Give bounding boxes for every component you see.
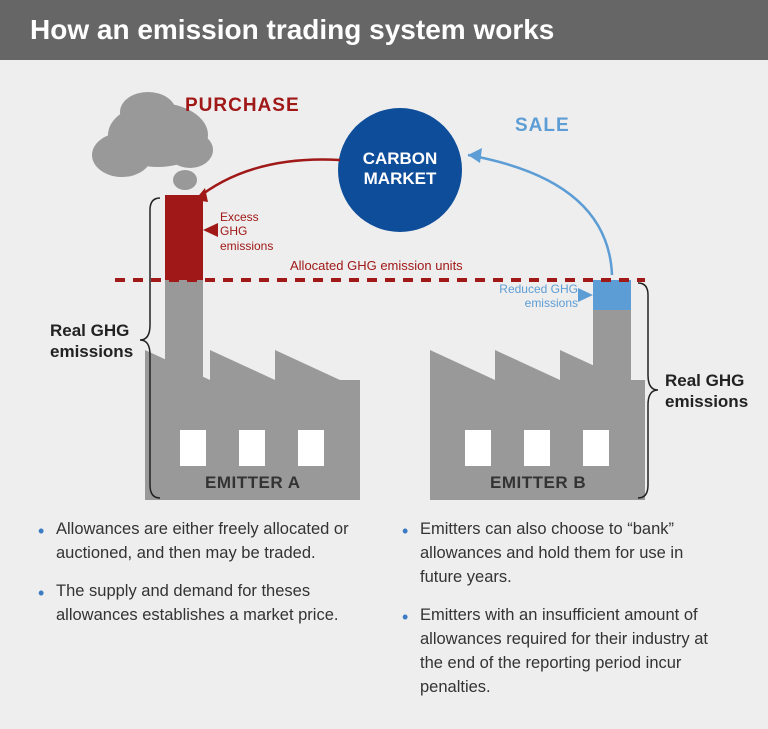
bullet-item: Emitters with an insufficient amount of … — [402, 604, 730, 700]
allocated-label: Allocated GHG emission units — [290, 258, 463, 273]
purchase-label: PURCHASE — [185, 95, 300, 117]
bullet-item: Emitters can also choose to “bank” allow… — [402, 518, 730, 590]
emitter-b-label: EMITTER B — [490, 473, 586, 493]
reduced-arrow-icon — [578, 288, 593, 302]
diagram-svg: CARBON MARKET — [0, 60, 768, 500]
page-header: How an emission trading system works — [0, 0, 768, 60]
factory-b — [430, 280, 645, 500]
reduced-label: Reduced GHG emissions — [498, 282, 578, 311]
page-title: How an emission trading system works — [30, 14, 554, 45]
purchase-arrow — [195, 160, 340, 201]
carbon-market-text1: CARBON — [363, 149, 438, 168]
real-ghg-b: Real GHG emissions — [665, 370, 748, 413]
bullet-col-right: Emitters can also choose to “bank” allow… — [402, 518, 730, 713]
bullet-section: Allowances are either freely allocated o… — [0, 500, 768, 713]
bullet-item: Allowances are either freely allocated o… — [38, 518, 366, 566]
bullet-item: The supply and demand for theses allowan… — [38, 580, 366, 628]
sale-label: SALE — [515, 115, 570, 137]
real-ghg-a: Real GHG emissions — [50, 320, 133, 363]
excess-label: Excess GHG emissions — [220, 210, 273, 253]
diagram: CARBON MARKET PURCHASE SALE Allocated GH… — [0, 60, 768, 500]
bullet-col-left: Allowances are either freely allocated o… — [38, 518, 366, 713]
sale-arrow — [468, 155, 612, 275]
emitter-a-label: EMITTER A — [205, 473, 300, 493]
sale-arrowhead — [468, 148, 482, 163]
excess-arrow-icon — [203, 223, 218, 237]
carbon-market-text2: MARKET — [364, 169, 437, 188]
